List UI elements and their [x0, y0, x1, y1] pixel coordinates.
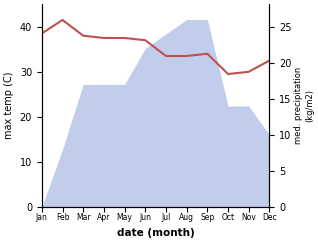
- Y-axis label: med. precipitation
(kg/m2): med. precipitation (kg/m2): [294, 67, 314, 144]
- Y-axis label: max temp (C): max temp (C): [4, 72, 14, 139]
- X-axis label: date (month): date (month): [117, 228, 195, 238]
